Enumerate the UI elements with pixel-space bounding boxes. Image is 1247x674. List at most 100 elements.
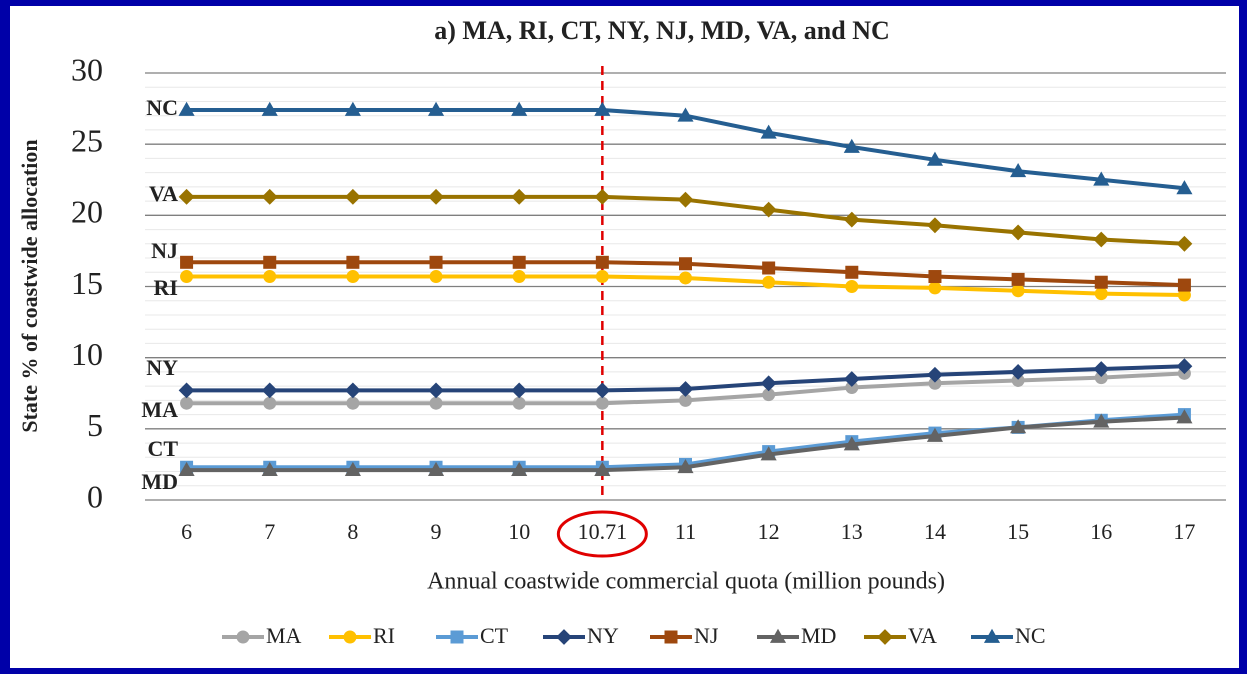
marker: [843, 138, 860, 153]
marker: [178, 382, 195, 399]
x-tick-label: 9: [431, 519, 442, 544]
marker: [429, 270, 443, 284]
marker: [769, 628, 787, 643]
marker: [512, 255, 526, 269]
marker: [512, 270, 526, 284]
x-tick-label: 11: [675, 519, 696, 544]
series-label: RI: [154, 275, 178, 300]
legend-label: NC: [1015, 623, 1046, 648]
marker: [261, 188, 278, 205]
marker: [1011, 272, 1025, 286]
marker: [263, 396, 277, 410]
marker: [178, 461, 195, 477]
marker: [427, 461, 445, 477]
x-tick-label: 15: [1007, 519, 1029, 544]
legend-label: MD: [801, 623, 836, 648]
x-tick-label: 17: [1173, 519, 1195, 544]
marker: [428, 382, 444, 399]
marker: [429, 396, 443, 410]
marker: [1176, 409, 1193, 424]
marker: [679, 271, 692, 285]
marker: [843, 211, 860, 228]
marker: [1010, 163, 1027, 178]
x-tick-label: 7: [264, 519, 275, 544]
marker: [594, 188, 611, 205]
marker: [928, 270, 942, 284]
x-tick-label: 10.71: [578, 519, 628, 544]
marker: [594, 101, 611, 116]
marker: [511, 101, 528, 116]
marker: [762, 275, 776, 289]
marker: [512, 396, 526, 410]
marker: [178, 188, 195, 205]
x-tick-label: 16: [1090, 519, 1112, 544]
x-tick-label: 8: [347, 519, 358, 544]
marker: [180, 270, 194, 284]
legend-label: VA: [908, 623, 937, 648]
marker: [845, 280, 859, 293]
marker: [679, 257, 692, 271]
marker: [928, 281, 942, 295]
marker: [760, 201, 777, 218]
series-label: VA: [149, 181, 178, 206]
marker: [1093, 171, 1110, 186]
marker: [556, 629, 572, 645]
marker: [877, 629, 893, 645]
marker: [343, 630, 357, 644]
marker: [677, 191, 694, 208]
marker: [760, 375, 777, 392]
marker: [261, 461, 278, 477]
marker: [511, 382, 528, 399]
marker: [511, 188, 528, 205]
marker: [346, 255, 360, 269]
y-tick-label: 0: [87, 478, 103, 514]
marker: [677, 381, 694, 397]
series-label: NJ: [151, 238, 178, 263]
marker: [346, 270, 360, 284]
marker: [1093, 231, 1110, 248]
marker: [1094, 275, 1108, 289]
marker: [664, 630, 678, 644]
marker: [843, 371, 860, 387]
legend-label: MA: [266, 623, 302, 648]
marker: [236, 630, 250, 644]
marker: [344, 461, 361, 477]
marker: [1010, 363, 1027, 380]
y-tick-label: 30: [71, 51, 103, 87]
marker: [180, 255, 194, 269]
x-tick-label: 12: [758, 519, 780, 544]
marker: [263, 270, 277, 284]
marker: [1176, 180, 1193, 195]
marker: [1093, 413, 1110, 428]
marker: [595, 396, 609, 410]
marker: [594, 461, 611, 477]
x-axis-title: Annual coastwide commercial quota (milli…: [427, 569, 945, 595]
marker: [261, 382, 278, 399]
marker: [429, 255, 443, 269]
highlight-ellipse: [556, 510, 648, 558]
marker: [427, 101, 445, 116]
marker: [760, 124, 777, 139]
marker: [344, 101, 361, 116]
marker: [1176, 235, 1193, 252]
series-label: MA: [141, 397, 178, 422]
legend-label: NY: [587, 623, 619, 648]
marker: [594, 382, 611, 399]
panel: [10, 6, 1239, 668]
marker: [344, 188, 361, 205]
legend-label: CT: [480, 623, 509, 648]
marker: [927, 217, 943, 234]
chart-title: a) MA, RI, CT, NY, NJ, MD, VA, and NC: [434, 16, 890, 45]
legend-label: RI: [373, 623, 395, 648]
marker: [1010, 419, 1027, 434]
series-label: NY: [146, 355, 178, 380]
marker: [428, 188, 444, 205]
marker: [677, 459, 694, 474]
marker: [1011, 284, 1025, 298]
y-tick-label: 25: [71, 123, 103, 159]
marker: [926, 427, 944, 442]
marker: [926, 151, 944, 166]
marker: [843, 436, 860, 451]
